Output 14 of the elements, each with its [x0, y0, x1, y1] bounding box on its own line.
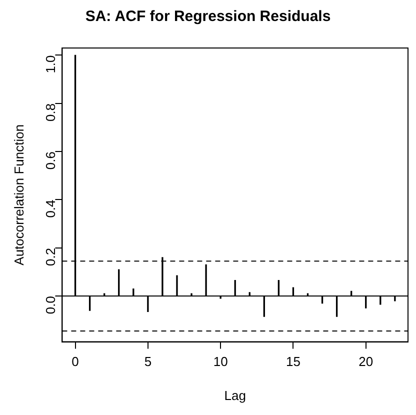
x-tick-label: 0: [72, 354, 79, 370]
y-tick-label: 0.4: [42, 200, 58, 218]
x-tick-label: 5: [144, 354, 152, 370]
y-tick-label: 0.2: [42, 248, 58, 266]
y-tick-label: 0.0: [42, 296, 58, 314]
y-axis-title: Autocorrelation Function: [11, 124, 26, 266]
y-tick-label: 1.0: [42, 55, 58, 74]
x-axis-title: Lag: [224, 388, 246, 403]
x-tick-label: 10: [213, 354, 228, 370]
y-tick-label: 0.6: [42, 152, 58, 170]
chart-title: SA: ACF for Regression Residuals: [85, 8, 331, 26]
x-tick-label: 15: [286, 354, 300, 370]
y-tick-label: 0.8: [42, 103, 58, 122]
x-tick-label: 20: [358, 354, 374, 370]
